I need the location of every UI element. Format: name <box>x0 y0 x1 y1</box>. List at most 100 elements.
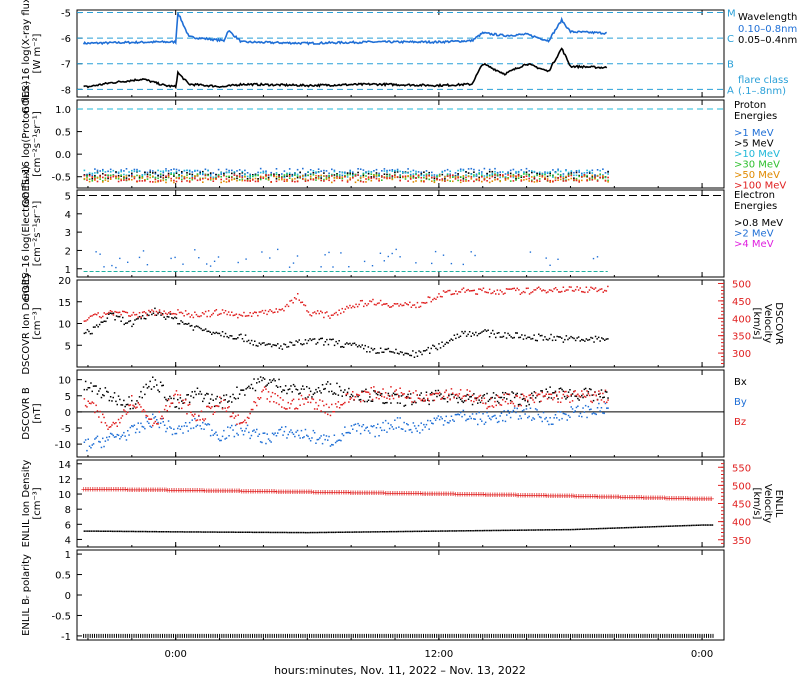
data-point <box>195 313 198 316</box>
data-point <box>294 173 296 175</box>
data-point <box>182 432 184 434</box>
data-point <box>127 403 129 406</box>
data-point <box>396 169 399 172</box>
data-point <box>148 385 150 388</box>
data-point <box>533 418 536 420</box>
y-tick-label: 1 <box>65 550 71 561</box>
data-point <box>236 432 238 435</box>
data-point <box>131 530 133 533</box>
data-point <box>246 531 249 533</box>
data-point <box>96 435 99 438</box>
data-point <box>463 400 466 402</box>
data-point <box>588 528 591 530</box>
data-point <box>273 378 275 380</box>
data-point <box>465 174 467 176</box>
data-point <box>181 175 183 178</box>
data-point <box>592 257 595 260</box>
data-point <box>588 177 591 180</box>
data-point <box>522 338 525 340</box>
data-point-marker: + <box>188 487 194 495</box>
data-point <box>407 353 409 355</box>
data-point <box>100 446 103 449</box>
data-point <box>561 337 563 339</box>
data-point <box>508 412 511 414</box>
data-point <box>160 312 162 314</box>
data-point <box>412 392 415 394</box>
data-point <box>258 311 261 313</box>
data-point <box>103 445 105 448</box>
data-point <box>132 311 135 314</box>
data-point <box>88 387 91 389</box>
data-point <box>172 317 175 320</box>
data-point <box>162 531 164 533</box>
data-point <box>428 178 430 181</box>
data-point <box>165 398 167 401</box>
data-point <box>328 179 330 182</box>
data-point <box>188 181 191 183</box>
data-point <box>347 343 350 345</box>
data-point <box>384 303 386 305</box>
data-point <box>289 300 291 302</box>
flare-class-C: C <box>727 34 734 45</box>
data-point-marker: + <box>291 488 297 496</box>
data-point-marker: + <box>149 486 155 494</box>
data-point-marker: + <box>205 487 211 495</box>
data-point <box>206 405 208 408</box>
data-point <box>241 422 243 424</box>
data-point <box>295 431 297 433</box>
data-point-marker: + <box>203 487 209 495</box>
data-point-marker: + <box>242 487 248 495</box>
data-point-marker: + <box>633 494 639 502</box>
data-point <box>241 178 244 181</box>
data-point <box>464 291 466 293</box>
data-point <box>84 380 87 383</box>
data-point <box>112 169 115 172</box>
data-point <box>415 390 417 392</box>
data-point <box>106 424 108 427</box>
data-point <box>96 180 99 183</box>
data-point <box>225 437 228 439</box>
data-point <box>161 313 164 315</box>
data-point-marker: + <box>442 490 448 498</box>
data-point <box>498 420 500 423</box>
data-point <box>559 336 561 338</box>
y-tick-label: -10 <box>55 440 71 451</box>
data-point <box>549 171 551 173</box>
data-point <box>525 529 528 531</box>
data-point <box>267 382 270 385</box>
data-point <box>444 420 446 422</box>
data-point <box>137 422 139 424</box>
data-point <box>288 407 291 409</box>
data-point <box>379 392 382 395</box>
data-point <box>298 299 300 301</box>
data-point <box>590 400 592 403</box>
data-point <box>409 354 411 357</box>
data-point <box>246 175 249 178</box>
data-point <box>607 181 609 183</box>
data-point-marker: + <box>396 489 402 497</box>
data-point <box>538 173 541 175</box>
data-point <box>495 529 498 532</box>
data-point <box>316 531 319 534</box>
data-point-marker: + <box>704 495 710 503</box>
data-point <box>567 175 570 177</box>
data-point <box>286 437 288 439</box>
data-point <box>107 170 109 173</box>
data-point <box>294 172 296 174</box>
data-point-marker: + <box>484 491 490 499</box>
data-point <box>407 424 409 426</box>
data-point <box>299 404 301 406</box>
data-point <box>323 316 325 319</box>
data-point <box>123 399 125 402</box>
data-point <box>375 352 377 354</box>
data-point <box>225 168 228 171</box>
data-point <box>671 525 673 527</box>
data-point <box>553 417 555 419</box>
data-point <box>341 174 344 177</box>
data-point <box>402 175 404 178</box>
data-point <box>202 418 204 420</box>
data-point <box>473 171 475 173</box>
data-point-marker: + <box>212 487 218 495</box>
data-point <box>331 443 333 446</box>
